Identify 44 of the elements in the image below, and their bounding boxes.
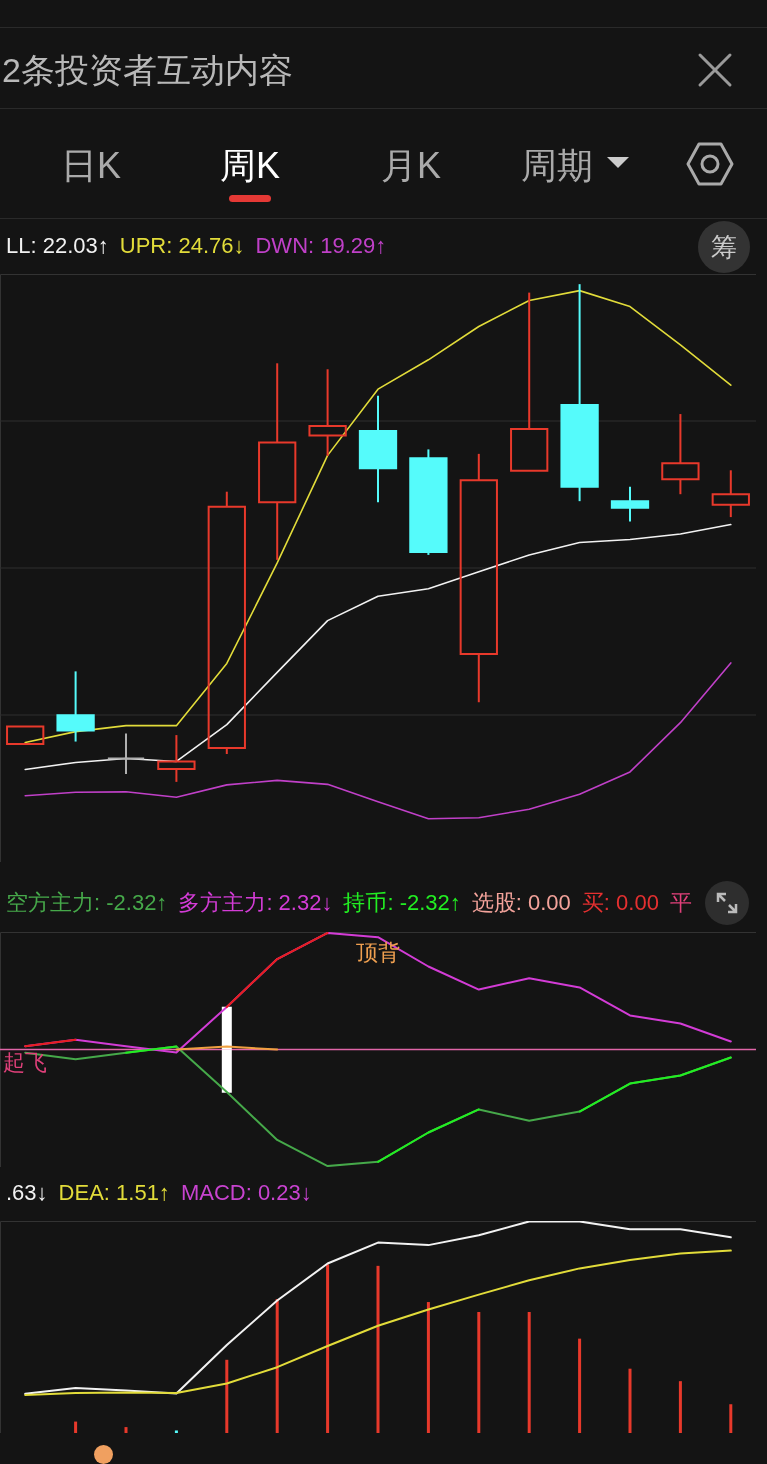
candlestick (258, 362, 297, 561)
bar (275, 1299, 279, 1433)
candlestick (56, 670, 95, 743)
candlestick (610, 485, 650, 523)
candlestick (459, 452, 498, 704)
bar (477, 1311, 481, 1433)
text: 2条投资者互动内容 (2, 50, 293, 90)
text: .63↓ (6, 1180, 48, 1206)
text: 买: 0.00 (581, 889, 659, 917)
text: UPR: 24.76↓ (119, 233, 245, 259)
bar (628, 1368, 632, 1433)
bar (376, 1265, 380, 1433)
text: 月K (380, 145, 442, 187)
bar (729, 1404, 733, 1433)
text: 选股: 0.00 (471, 889, 571, 917)
bar (578, 1338, 582, 1433)
bar (124, 1427, 128, 1433)
text: DEA: 1.51↑ (58, 1180, 170, 1206)
bar (426, 1302, 430, 1433)
candlestick (106, 732, 146, 775)
text: 持币: -2.32↑ (343, 889, 461, 917)
annotation: 起飞 (3, 1049, 48, 1075)
bar (527, 1311, 531, 1433)
bar (225, 1359, 229, 1433)
text: LL: 22.03↑ (6, 233, 109, 259)
text: 日K (60, 145, 122, 187)
round-button: 筹 (698, 221, 750, 273)
candlestick (308, 368, 347, 457)
bar (74, 1421, 78, 1433)
bar (326, 1264, 330, 1433)
text: MACD: 0.23↓ (180, 1180, 312, 1206)
text: 空方主力: -2.32↑ (6, 889, 168, 917)
annotation: 顶背 (356, 939, 400, 965)
text: DWN: 19.29↑ (255, 233, 387, 259)
text: 周期 (521, 145, 593, 187)
bar (174, 1430, 178, 1433)
candlestick (358, 394, 398, 504)
text: 平 (669, 889, 692, 917)
candlestick (157, 734, 196, 783)
candlestick (661, 413, 700, 496)
candlestick (560, 283, 599, 503)
text: 周K (219, 145, 281, 187)
bar (678, 1381, 682, 1433)
series-label: 多方主力: 2.32↓ (178, 889, 333, 917)
